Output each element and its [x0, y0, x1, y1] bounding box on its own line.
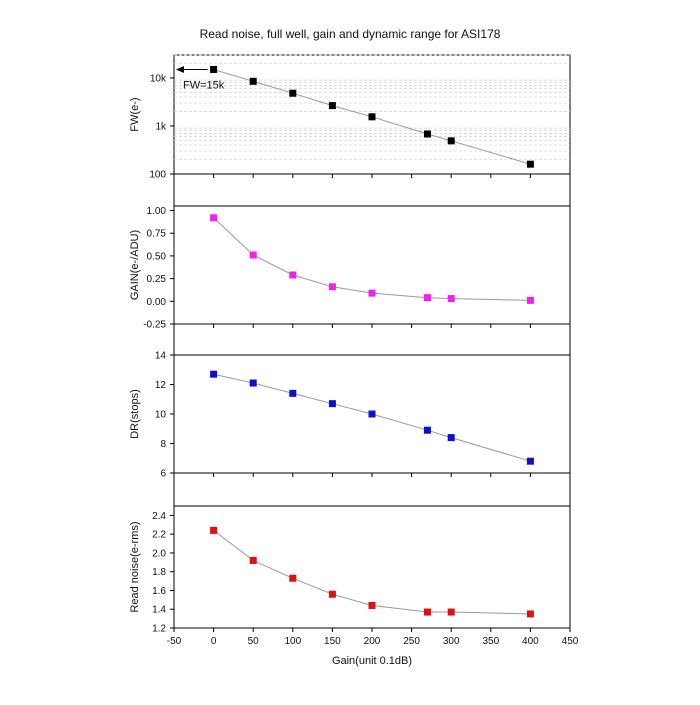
data-point-fw	[526, 160, 534, 168]
data-point-read_noise	[368, 601, 376, 609]
y-tick-label: 100	[149, 170, 166, 181]
data-point-read_noise	[423, 608, 431, 616]
data-point-gain	[289, 271, 297, 279]
x-tick-label: 0	[211, 636, 217, 647]
data-point-gain	[210, 214, 218, 222]
data-point-fw	[328, 102, 336, 110]
x-tick-label: -50	[167, 636, 182, 647]
data-point-read_noise	[328, 590, 336, 598]
y-axis-label: GAIN(e-/ADU)	[129, 230, 141, 300]
x-tick-label: 200	[364, 636, 381, 647]
y-tick-label: 0.75	[147, 229, 167, 240]
y-axis-label: DR(stops)	[129, 389, 141, 439]
data-point-fw	[249, 77, 257, 85]
data-point-fw	[210, 65, 218, 73]
y-tick-label: 2.4	[152, 511, 166, 522]
data-point-fw	[368, 113, 376, 121]
data-point-read_noise	[526, 610, 534, 618]
y-tick-label: 1.00	[147, 206, 167, 217]
data-point-gain	[526, 296, 534, 304]
y-axis-label: FW(e-)	[129, 97, 141, 131]
x-tick-label: 450	[562, 636, 579, 647]
data-point-gain	[249, 251, 257, 259]
x-tick-label: 350	[482, 636, 499, 647]
data-point-fw	[447, 137, 455, 145]
data-point-fw	[423, 130, 431, 138]
y-tick-label: 0.50	[147, 251, 167, 262]
x-axis-label: Gain(unit 0.1dB)	[332, 655, 412, 667]
series-line-gain	[213, 217, 531, 301]
y-tick-label: 12	[155, 380, 167, 391]
y-tick-label: 2.0	[152, 548, 166, 559]
x-tick-label: 250	[403, 636, 420, 647]
y-tick-label: 0.25	[147, 274, 167, 285]
data-point-gain	[423, 294, 431, 302]
data-point-dr	[289, 389, 297, 397]
x-tick-label: 50	[248, 636, 260, 647]
y-tick-label: 1.6	[152, 586, 166, 597]
y-tick-label: 6	[160, 469, 166, 480]
data-point-gain	[368, 289, 376, 297]
data-point-read_noise	[289, 574, 297, 582]
data-point-read_noise	[249, 556, 257, 564]
y-tick-label: 2.2	[152, 530, 166, 541]
series-line-read_noise	[213, 530, 531, 615]
series-line-dr	[213, 373, 531, 462]
x-tick-label: 300	[443, 636, 460, 647]
data-point-dr	[447, 434, 455, 442]
x-tick-label: 100	[284, 636, 301, 647]
annotation-label: FW=15k	[183, 79, 225, 91]
chart-title: Read noise, full well, gain and dynamic …	[199, 27, 501, 41]
y-tick-label: -0.25	[143, 320, 166, 331]
data-point-dr	[423, 426, 431, 434]
y-tick-label: 1.4	[152, 605, 166, 616]
data-point-gain	[447, 295, 455, 303]
y-tick-label: 10k	[150, 73, 167, 84]
data-point-dr	[210, 370, 218, 378]
data-point-gain	[328, 283, 336, 291]
data-point-dr	[249, 379, 257, 387]
annotation-arrow-head	[176, 65, 184, 73]
plot-frame	[173, 54, 571, 629]
x-tick-label: 150	[324, 636, 341, 647]
data-point-dr	[328, 400, 336, 408]
data-point-dr	[368, 410, 376, 418]
y-tick-label: 10	[155, 410, 167, 421]
y-tick-label: 1k	[155, 121, 167, 132]
y-tick-label: 1.2	[152, 624, 166, 635]
data-point-read_noise	[210, 526, 218, 534]
y-tick-label: 0.00	[147, 297, 167, 308]
series-line-fw	[213, 69, 531, 165]
x-tick-label: 400	[522, 636, 539, 647]
y-tick-label: 8	[160, 439, 166, 450]
y-tick-label: 1.8	[152, 567, 166, 578]
y-tick-label: 14	[155, 351, 167, 362]
y-axis-label: Read noise(e-rms)	[129, 521, 141, 612]
data-point-fw	[289, 89, 297, 97]
data-point-dr	[526, 457, 534, 465]
data-point-read_noise	[447, 608, 455, 616]
